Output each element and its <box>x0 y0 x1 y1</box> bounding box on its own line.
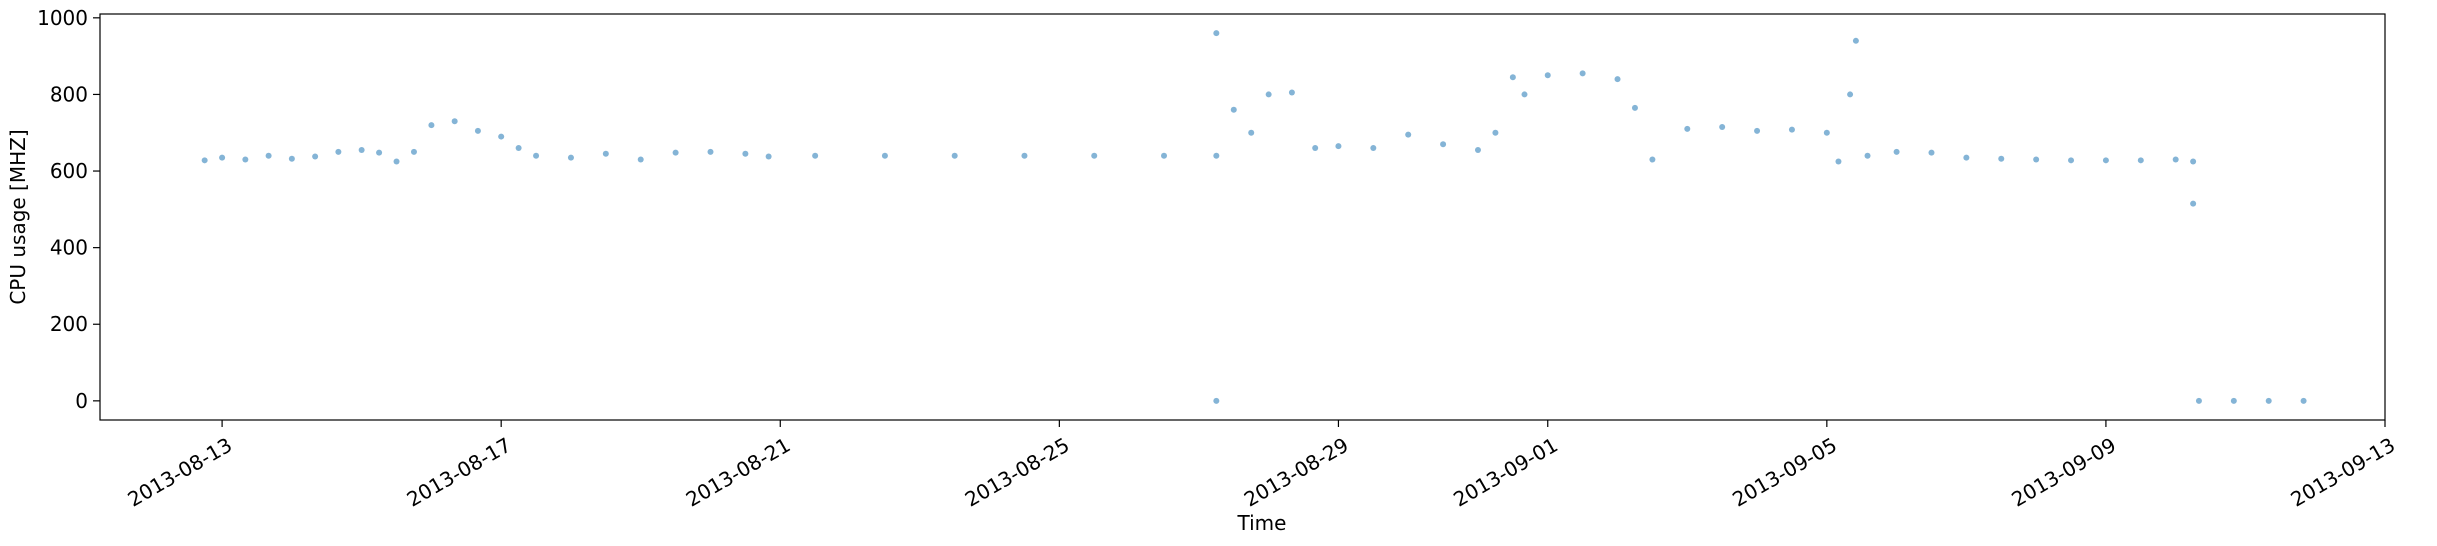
data-point <box>358 146 365 153</box>
y-tick-label: 400 <box>50 236 88 260</box>
x-tick-label: 2013-09-05 <box>1728 433 1841 512</box>
data-point <box>1631 104 1638 111</box>
data-point <box>1405 131 1412 138</box>
data-point <box>1928 149 1935 156</box>
data-point <box>637 156 644 163</box>
data-point <box>265 152 272 159</box>
data-point <box>2137 157 2144 164</box>
data-point <box>1230 106 1237 113</box>
data-point <box>1492 129 1499 136</box>
data-point <box>1684 125 1691 132</box>
data-point <box>1213 152 1220 159</box>
data-point <box>1213 397 1220 404</box>
data-point <box>1312 145 1319 152</box>
x-tick-label: 2013-09-13 <box>2286 433 2399 512</box>
data-point <box>881 152 888 159</box>
data-point <box>2102 157 2109 164</box>
y-axis-label: CPU usage [MHZ] <box>6 129 30 304</box>
data-point <box>474 127 481 134</box>
y-tick-label: 200 <box>50 312 88 336</box>
data-point <box>1719 123 1726 130</box>
y-axis: 0 200 400 600 800 1000 <box>37 6 100 413</box>
x-tick-label: 2013-08-25 <box>961 433 1074 512</box>
data-point <box>1754 127 1761 134</box>
data-point <box>951 152 958 159</box>
data-point <box>1614 76 1621 83</box>
data-point <box>2190 158 2197 165</box>
data-point <box>288 155 295 162</box>
x-tick-label: 2013-08-17 <box>403 433 516 512</box>
data-point <box>1509 74 1516 81</box>
plot-area <box>100 14 2385 420</box>
data-point <box>1288 89 1295 96</box>
data-point <box>2195 397 2202 404</box>
data-point <box>1161 152 1168 159</box>
plot-frame <box>99 13 2386 421</box>
y-tick-label: 600 <box>50 159 88 183</box>
x-axis-label: Time <box>1237 511 1287 535</box>
x-tick-label: 2013-09-09 <box>2007 433 2120 512</box>
data-point <box>707 148 714 155</box>
data-point <box>2033 156 2040 163</box>
data-point <box>410 148 417 155</box>
data-point <box>498 133 505 140</box>
data-point <box>451 118 458 125</box>
data-point <box>1370 145 1377 152</box>
data-point <box>2068 157 2075 164</box>
data-point <box>602 150 609 157</box>
data-point <box>201 157 208 164</box>
data-point <box>812 152 819 159</box>
data-point <box>1579 70 1586 77</box>
data-point <box>1440 141 1447 148</box>
data-point <box>533 152 540 159</box>
data-point <box>1835 158 1842 165</box>
data-point <box>1823 129 1830 136</box>
data-point <box>393 158 400 165</box>
data-point <box>376 149 383 156</box>
x-tick-label: 2013-08-13 <box>124 433 237 512</box>
data-point <box>1213 30 1220 37</box>
y-tick-label: 1000 <box>37 6 88 30</box>
data-point <box>742 150 749 157</box>
data-point <box>2230 397 2237 404</box>
data-point <box>219 154 226 161</box>
data-point <box>1265 91 1272 98</box>
data-point <box>428 122 435 129</box>
data-point <box>2265 397 2272 404</box>
data-point <box>1893 148 1900 155</box>
data-point <box>242 156 249 163</box>
data-point <box>1021 152 1028 159</box>
data-point <box>2300 397 2307 404</box>
data-point <box>2172 156 2179 163</box>
data-point <box>1852 37 1859 44</box>
data-point <box>1649 156 1656 163</box>
data-point <box>1847 91 1854 98</box>
data-point <box>2190 200 2197 207</box>
data-point <box>1963 154 1970 161</box>
y-tick-label: 800 <box>50 82 88 106</box>
data-point <box>672 149 679 156</box>
data-point <box>1474 146 1481 153</box>
data-point <box>1521 91 1528 98</box>
data-point <box>567 154 574 161</box>
x-axis: 2013-08-13 2013-08-17 2013-08-21 2013-08-25… <box>124 420 2399 512</box>
data-point <box>1248 129 1255 136</box>
y-tick-label: 0 <box>75 389 88 413</box>
data-point <box>312 153 319 160</box>
data-point <box>335 148 342 155</box>
data-point <box>515 145 522 152</box>
data-point <box>1091 152 1098 159</box>
data-point <box>1788 126 1795 133</box>
data-point <box>1864 152 1871 159</box>
x-tick-label: 2013-08-21 <box>682 433 795 512</box>
data-point <box>1544 72 1551 79</box>
x-tick-label: 2013-09-01 <box>1449 433 1562 512</box>
data-point <box>1998 155 2005 162</box>
data-point <box>1335 143 1342 150</box>
x-tick-label: 2013-08-29 <box>1240 433 1353 512</box>
data-point <box>765 153 772 160</box>
points-layer <box>201 30 2307 404</box>
